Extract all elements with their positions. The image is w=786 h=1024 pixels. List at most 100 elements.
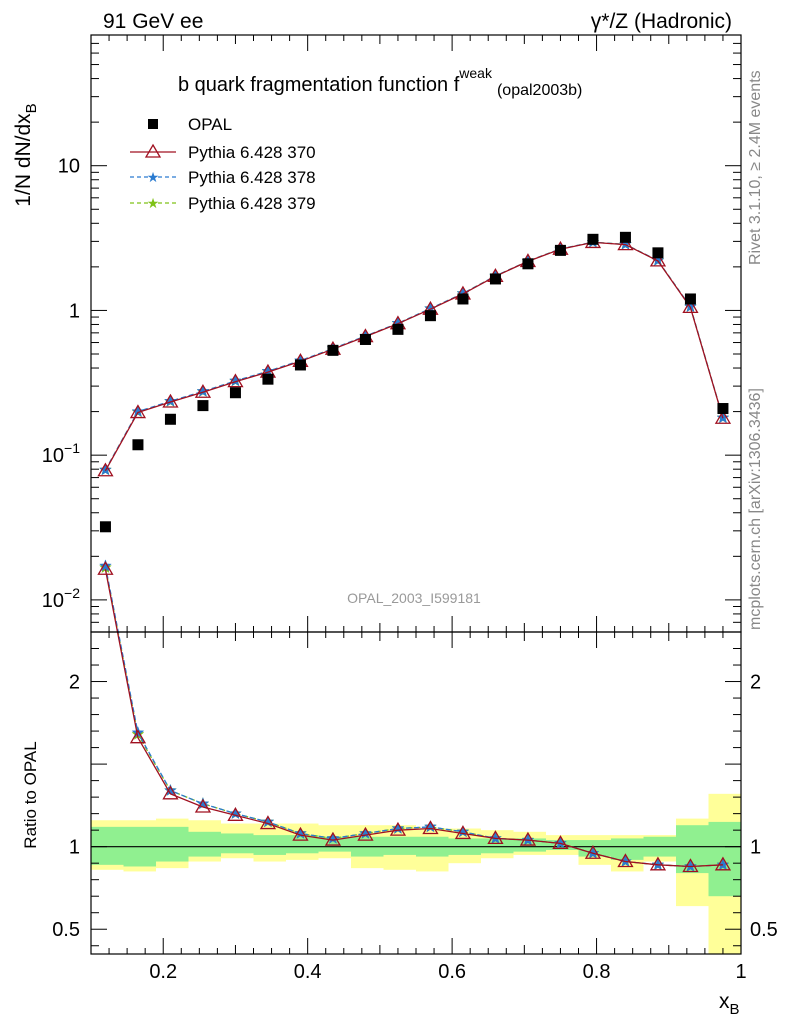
ratio-band-inner [221, 833, 254, 854]
series-marker-ratio [99, 559, 112, 572]
ratio-band-inner [611, 838, 644, 860]
series-marker-ratio [357, 826, 374, 841]
ratio-band-inner [253, 835, 286, 855]
series-line-main [104, 241, 724, 471]
data-point [652, 247, 664, 259]
series-marker-ratio [456, 825, 470, 838]
ratio-band-inner [286, 835, 319, 854]
ratio-y-axis-label: Ratio to OPAL [21, 741, 40, 848]
data-point [327, 344, 339, 356]
y-tick-label: 10 [58, 156, 80, 178]
data-point [262, 373, 274, 385]
y-tick-label-exponent: −1 [64, 440, 80, 456]
ratio-band-inner [708, 821, 741, 897]
series-marker-main [164, 394, 177, 407]
data-point [522, 258, 534, 270]
series-marker-ratio [97, 560, 114, 575]
ratio-band-inner [318, 836, 351, 852]
series-marker-main [227, 373, 244, 388]
series-marker-ratio [519, 831, 537, 846]
ratio-band-inner [383, 836, 416, 855]
series-marker-main [97, 462, 114, 477]
x-tick-label: 0.8 [583, 961, 611, 983]
ratio-error-bands [91, 793, 741, 954]
legend-label-379: Pythia 6.428 379 [188, 194, 316, 213]
series-marker-ratio [584, 844, 602, 859]
ratio-y-tick-label-right: 2 [750, 672, 761, 694]
chart-title-superscript: weak [458, 65, 493, 81]
ratio-y-tick-label: 2 [69, 672, 80, 694]
y-axis-label-text: 1/N dN/dx [12, 113, 35, 207]
series-marker-main [714, 409, 732, 424]
mcplots-label: mcplots.cern.ch [arXiv:1306.3436] [747, 388, 764, 630]
x-tick-label: 0.6 [438, 961, 466, 983]
legend-label-370: Pythia 6.428 370 [188, 143, 316, 162]
chart-title: b quark fragmentation function fweak(opa… [178, 65, 582, 99]
series-marker-ratio [162, 785, 179, 800]
data-point [619, 231, 631, 243]
x-tick-label: 1 [735, 961, 746, 983]
data-point [229, 387, 241, 399]
data-point [717, 403, 729, 415]
data-point [684, 293, 696, 305]
data-point [392, 323, 404, 335]
series-marker-ratio [259, 815, 277, 830]
series-marker-main [649, 252, 667, 267]
chart-title-subscript: (opal2003b) [497, 82, 582, 99]
series-line-main [104, 241, 724, 472]
legend-label-378: Pythia 6.428 378 [188, 168, 316, 187]
data-point [554, 244, 566, 256]
x-axis-label: xB [719, 990, 740, 1018]
ratio-y-tick-label-right: 1 [750, 837, 761, 859]
data-point [99, 521, 111, 533]
x-axis-label-subscript: B [730, 1001, 740, 1018]
legend-label-opal: OPAL [188, 115, 232, 134]
series-marker-ratio [424, 820, 437, 833]
y-tick-label-base: 10 [42, 445, 64, 467]
series-marker-ratio [422, 820, 439, 835]
series-marker-main [129, 404, 147, 419]
legend-marker-opal [148, 119, 158, 129]
data-point [132, 439, 144, 451]
data-point [489, 273, 501, 285]
series-marker-ratio [227, 807, 244, 821]
ratio-band-inner [91, 826, 124, 865]
ratio-panel-frame [90, 631, 742, 955]
series-line-main [104, 241, 724, 471]
ratio-band-inner [156, 826, 189, 862]
series-marker-ratio [716, 858, 730, 871]
series-marker-ratio [487, 830, 504, 845]
series-marker-ratio [714, 856, 732, 871]
legend: OPAL Pythia 6.428 370 ★ Pythia 6.428 378… [130, 115, 316, 213]
series-marker-ratio [261, 815, 275, 828]
y-axis-label-subscript: B [23, 103, 40, 113]
series-marker-main [682, 299, 699, 314]
data-point [294, 359, 306, 371]
data-point [587, 233, 599, 245]
y-tick-label: 1 [69, 300, 80, 322]
process-label-right: γ*/Z (Hadronic) [591, 10, 732, 33]
data-point [457, 293, 469, 305]
series-marker-ratio [359, 826, 372, 839]
series-marker-ratio [326, 831, 340, 844]
series-marker-main [194, 383, 212, 398]
process-label: 91 GeV ee [103, 10, 203, 33]
series-marker-ratio [552, 835, 569, 850]
series-marker-ratio [324, 831, 342, 846]
series-layer [97, 231, 732, 873]
data-point [424, 310, 436, 322]
x-axis-label-text: x [719, 990, 730, 1013]
rivet-version-label: Rivet 3.1.10, ≥ 2.4M events [747, 70, 764, 265]
series-marker-ratio [454, 825, 472, 840]
y-axis-label: 1/N dN/dxB [12, 103, 40, 206]
analysis-watermark: OPAL_2003_I599181 [347, 590, 481, 606]
series-marker-main [196, 384, 210, 397]
y-tick-label: 10−1 [42, 440, 80, 467]
legend-marker-378: ★ [147, 169, 160, 185]
data-point [359, 333, 371, 345]
series-marker-ratio [389, 821, 407, 836]
series-marker-ratio [292, 826, 309, 841]
series-marker-main [617, 236, 634, 251]
